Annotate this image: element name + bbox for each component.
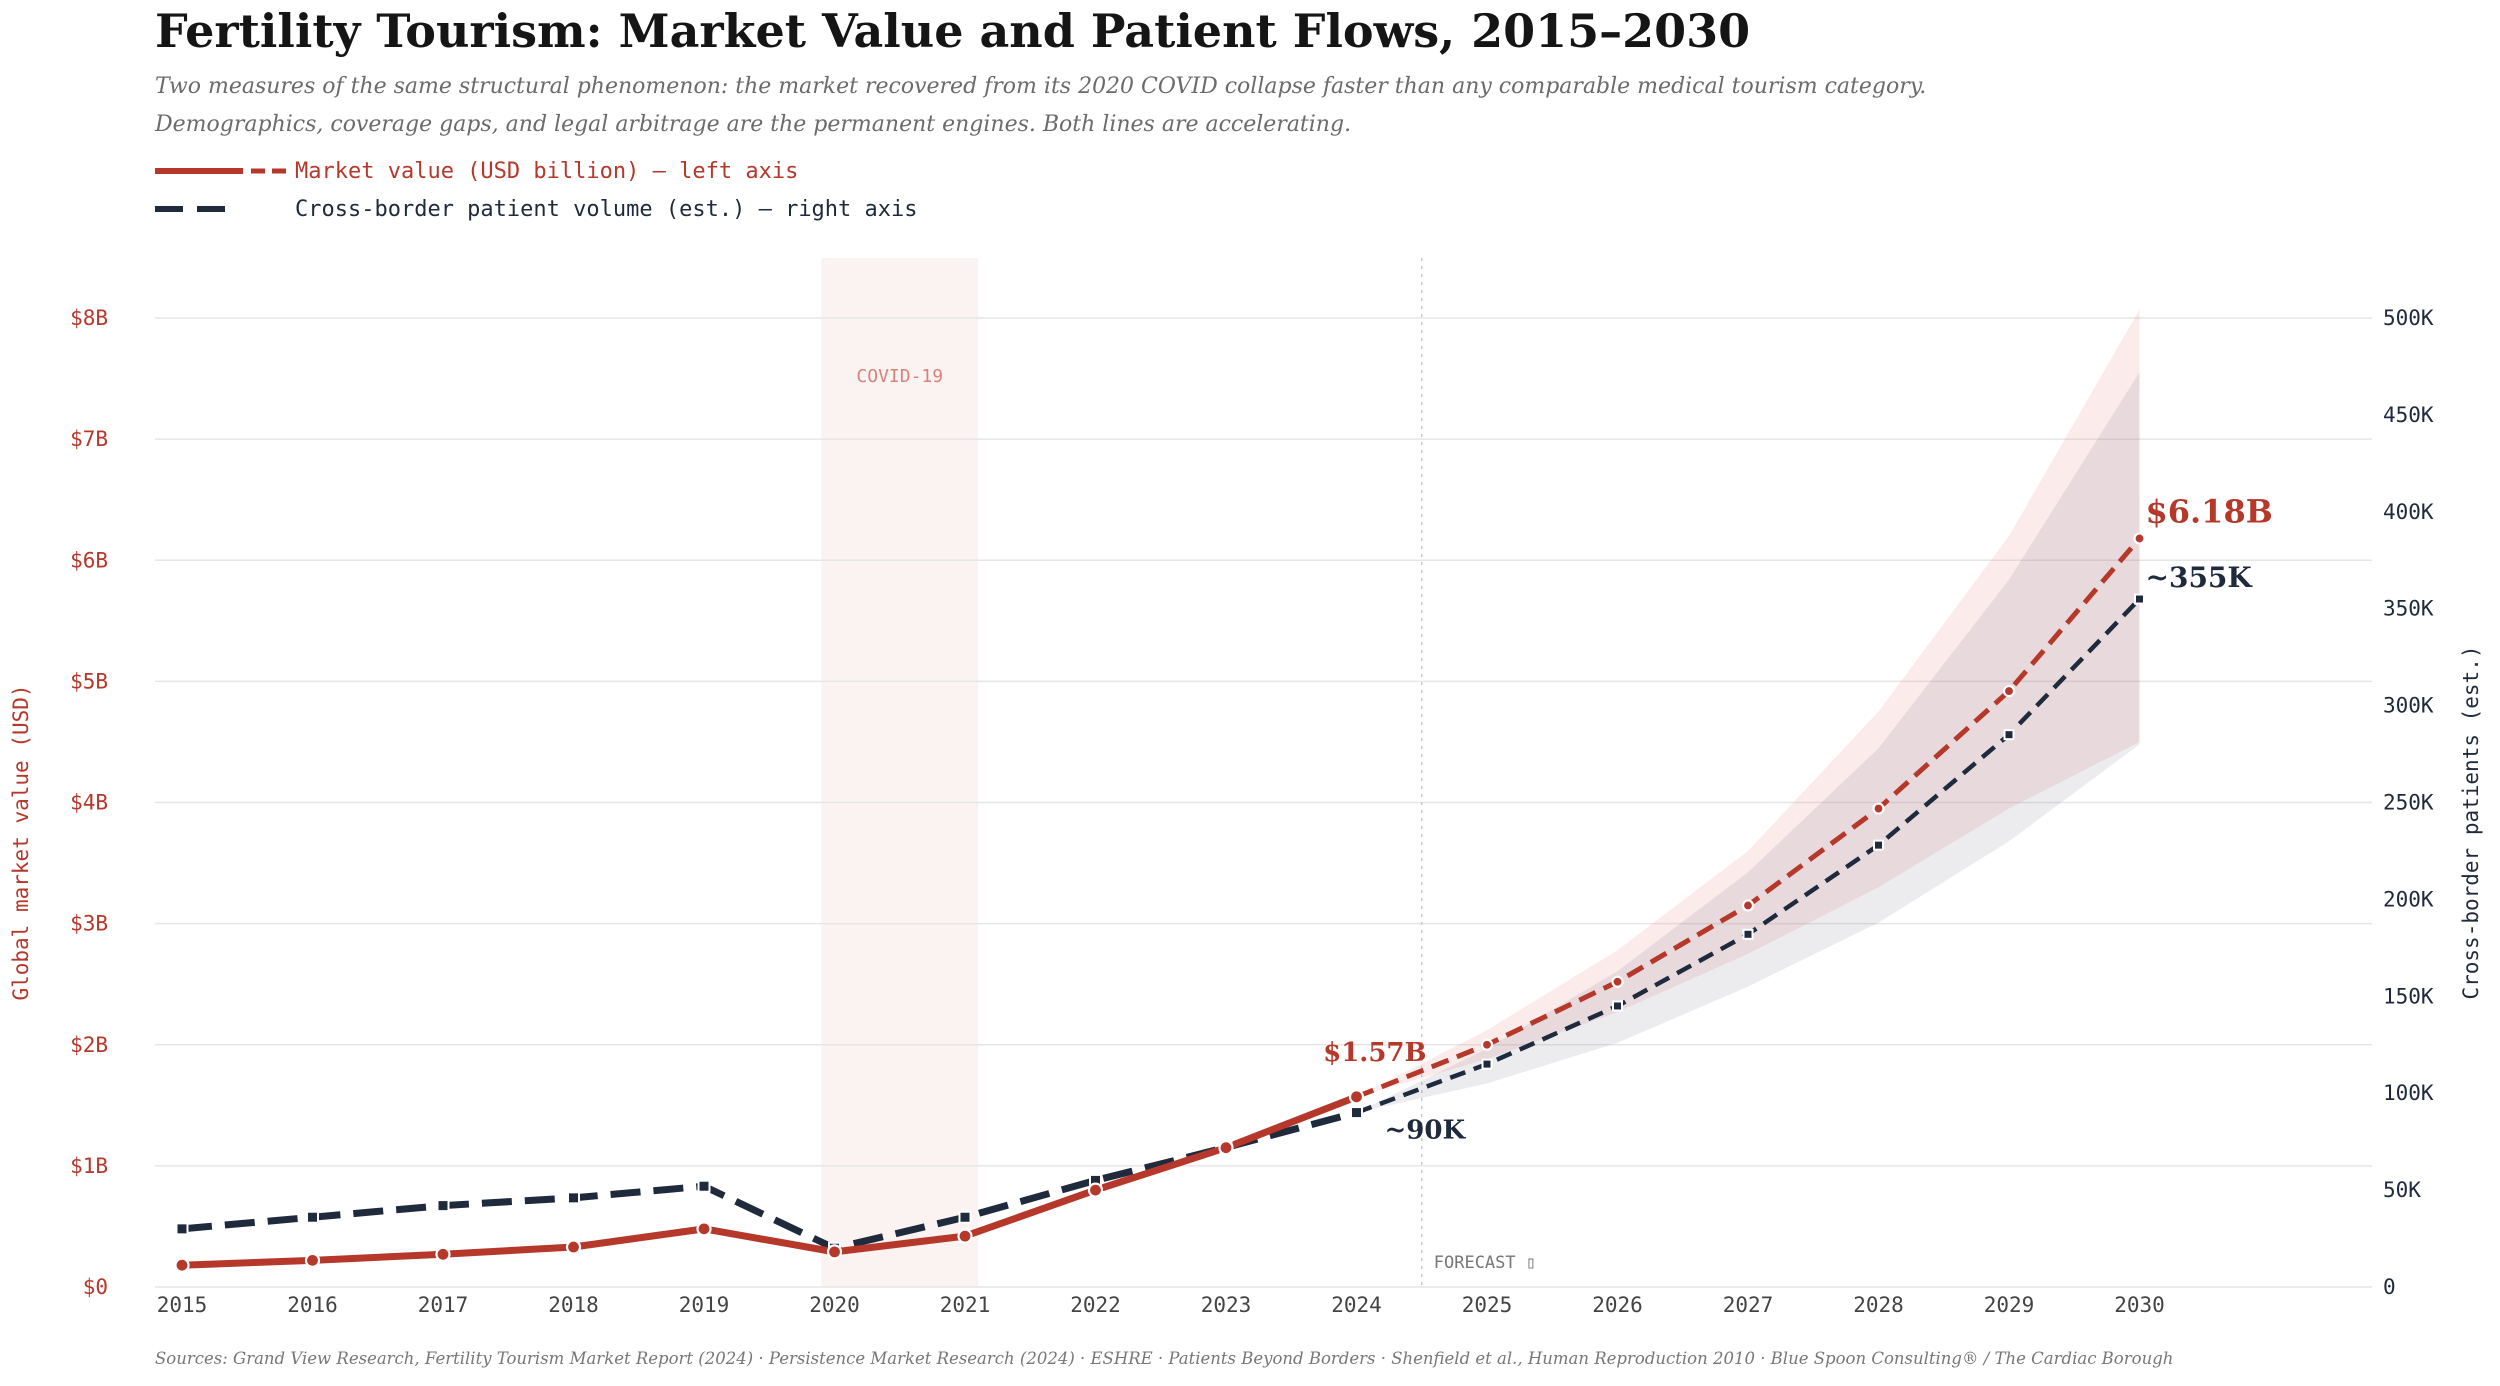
left-tick-label: $4B [70,791,108,815]
forecast-band-patients [1356,372,2140,1113]
x-tick-label: 2022 [1070,1293,1121,1317]
patients-point [1612,1000,1623,1012]
x-tick-label: 2015 [157,1293,208,1317]
market-point [1611,975,1624,988]
x-tick-label: 2018 [548,1293,599,1317]
x-tick-label: 2019 [679,1293,730,1317]
legend-label-patients: Cross-border patient volume (est.) — rig… [295,196,918,222]
x-tick-label: 2024 [1331,1293,1382,1317]
market-point [2133,532,2146,545]
market-point [1087,1182,1104,1198]
x-tick-label: 2025 [1462,1293,1513,1317]
x-tick-label: 2021 [940,1293,991,1317]
legend-label-market: Market value (USD billion) — left axis [295,158,799,184]
legend-item-market: Market value (USD billion) — left axis [155,154,798,188]
patients-point [1481,1058,1493,1070]
x-tick-label: 2030 [2114,1293,2165,1317]
x-tick-label: 2028 [1853,1293,1904,1317]
annotation-market-2030: $6.18B [2146,492,2273,530]
right-tick-label: 0 [2383,1275,2396,1299]
left-axis-title: Global market value (USD) [9,684,33,1000]
market-point [826,1244,843,1260]
legend-swatch-patients [155,206,235,212]
patients-point [958,1210,972,1224]
right-tick-label: 50K [2383,1178,2421,1202]
left-tick-label: $0 [83,1275,108,1299]
right-tick-label: 300K [2383,694,2434,718]
right-tick-label: 400K [2383,500,2434,524]
right-tick-label: 100K [2383,1081,2434,1105]
market-point [957,1228,973,1244]
left-tick-label: $5B [70,669,108,693]
patients-point [2134,593,2145,605]
covid-band [821,258,979,1287]
right-tick-label: 350K [2383,597,2434,621]
x-tick-label: 2017 [418,1293,469,1317]
subtitle-line-1: Two measures of the same structural phen… [155,74,1927,99]
patients-point [1873,839,1884,851]
patients-line-historical [181,1109,1358,1252]
x-tick-label: 2026 [1592,1293,1643,1317]
patients-point [697,1179,711,1193]
right-tick-label: 200K [2383,887,2434,911]
left-tick-label: $6B [70,548,108,572]
market-point [565,1239,582,1255]
subtitle-line-2: Demographics, coverage gaps, and legal a… [155,112,1352,137]
x-tick-label: 2027 [1723,1293,1774,1317]
market-point [1348,1089,1365,1105]
x-tick-label: 2029 [1984,1293,2035,1317]
legend-item-patients: Cross-border patient volume (est.) — rig… [155,192,918,226]
sources-note: Sources: Grand View Research, Fertility … [155,1349,2174,1368]
chart-subtitle: Two measures of the same structural phen… [155,68,2405,144]
legend-swatch-market [155,168,291,174]
patients-point [436,1199,450,1213]
annotation-patients-2024: ~90K [1385,1116,1467,1146]
market-point [304,1252,321,1268]
right-tick-label: 450K [2383,403,2434,427]
market-point [696,1221,712,1237]
market-point [435,1246,451,1262]
market-line-historical [178,1093,1360,1269]
covid-label: COVID-19 [856,366,943,387]
right-tick-label: 500K [2383,306,2434,330]
annotation-patients-2030: ~355K [2146,561,2254,594]
left-tick-label: $1B [70,1154,108,1178]
x-tick-label: 2020 [809,1293,860,1317]
market-point [1480,1038,1494,1051]
market-point [2002,684,2016,698]
right-tick-label: 150K [2383,984,2434,1008]
right-tick-label: 250K [2383,791,2434,815]
annotation-market-2024: $1.57B [1323,1038,1426,1068]
chart-title: Fertility Tourism: Market Value and Pati… [155,4,1751,58]
market-point [1872,802,1885,815]
market-point [174,1257,190,1273]
market-point [1741,899,1755,912]
forecast-label: FORECAST ▯ [1434,1253,1536,1273]
patients-point [306,1210,319,1224]
left-tick-label: $7B [70,427,108,451]
x-tick-label: 2023 [1201,1293,1252,1317]
left-tick-label: $8B [70,306,108,330]
patients-point [1742,928,1754,940]
left-tick-label: $3B [70,912,108,936]
patients-point [1350,1106,1363,1120]
market-point [1218,1140,1234,1156]
patients-point [2003,729,2015,741]
right-axis-title: Cross-border patients (est.) [2459,645,2483,999]
x-tick-label: 2016 [287,1293,338,1317]
left-tick-label: $2B [70,1033,108,1057]
patients-point [567,1191,580,1205]
patients-point [175,1222,189,1236]
